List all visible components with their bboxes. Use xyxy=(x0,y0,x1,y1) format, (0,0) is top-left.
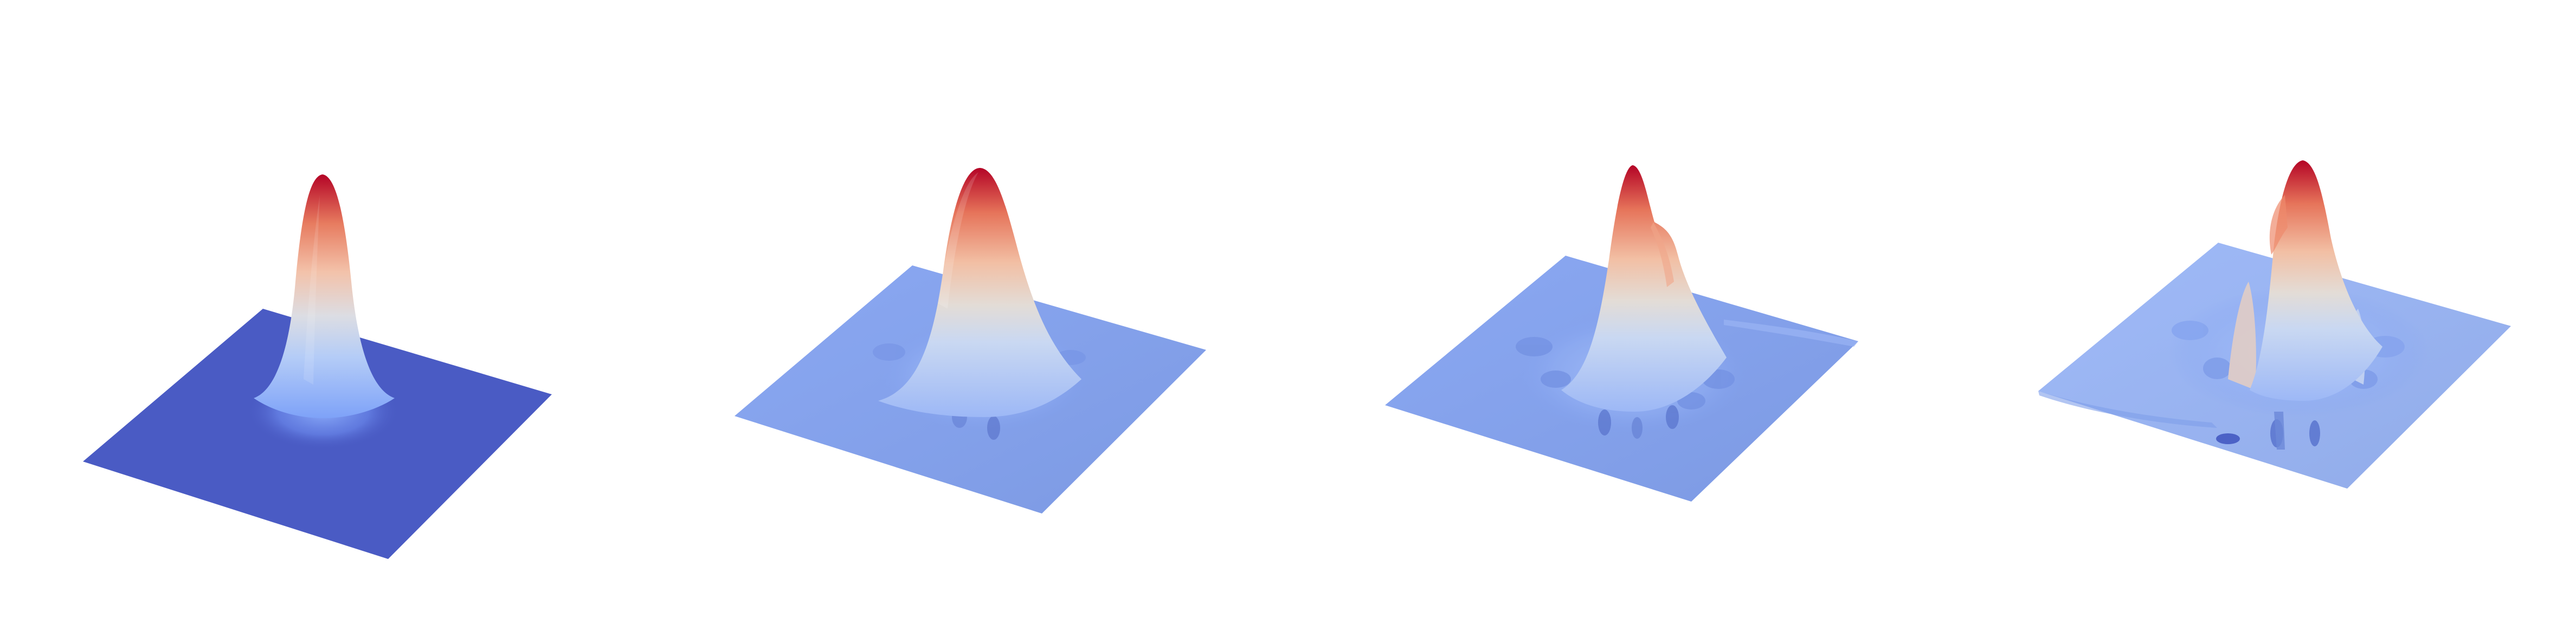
central-peak-2 xyxy=(878,168,1081,417)
plane-wave-3 xyxy=(1724,320,1858,347)
peak-highlight-1 xyxy=(304,195,320,385)
peak-lobe-4 xyxy=(2269,195,2288,255)
peak-edge-2 xyxy=(938,172,978,309)
surface-panel-4 xyxy=(2038,160,2511,489)
central-peak-1 xyxy=(254,174,395,418)
surface-panel-1 xyxy=(83,174,552,559)
surface-panel-2 xyxy=(735,168,1206,514)
peak-ridge-3 xyxy=(1651,222,1674,287)
peak-drip-4 xyxy=(2274,412,2285,450)
surface-panel-3 xyxy=(1385,165,1858,502)
plane-fold-4 xyxy=(2038,391,2217,428)
central-peak-3 xyxy=(1561,165,1727,412)
